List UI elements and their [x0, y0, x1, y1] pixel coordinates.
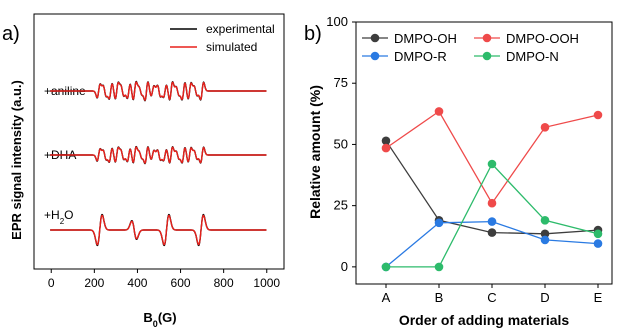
panel-a-x-tick-label: 0 — [48, 276, 55, 290]
panel-b-x-tick-label: C — [487, 290, 496, 305]
panel-a-y-axis-title: EPR signal intensity (a.u.) — [9, 80, 24, 240]
trace-label-h2o2-sub: 2 — [60, 217, 65, 226]
panel-a-x-tick-label: 600 — [171, 276, 191, 290]
legend-label-dmpo-r: DMPO-R — [394, 49, 447, 64]
data-point-dmpo-r — [540, 235, 550, 245]
data-point-dmpo-ooh — [540, 123, 550, 132]
trace-label-h2o2-main: +H — [44, 208, 60, 222]
panel-b-x-tick-label: B — [435, 290, 444, 305]
panel-b-y-tick-label: 25 — [334, 198, 348, 213]
series-line-dmpo-n — [386, 162, 599, 268]
spectrum-simulated-1 — [49, 81, 267, 101]
trace-label-h2o2: +H2O — [44, 208, 73, 226]
legend-marker-dmpo-ooh — [482, 33, 492, 43]
data-point-dmpo-n — [434, 262, 444, 272]
panel-a-x-axis-title: B0(G) — [143, 310, 176, 329]
data-point-dmpo-ooh — [593, 110, 603, 120]
data-point-dmpo-r — [487, 217, 497, 226]
panel-b-legend: DMPO-OH DMPO-OOH DMPO-R DMPO-N — [362, 31, 579, 64]
legend-marker-dmpo-r — [370, 51, 380, 61]
legend-label-dmpo-ooh: DMPO-OOH — [506, 31, 579, 46]
panel-a-x-tick-label: 1000 — [253, 276, 280, 290]
data-point-dmpo-n — [593, 229, 603, 239]
data-point-dmpo-oh — [540, 229, 550, 239]
data-point-dmpo-n — [381, 262, 391, 272]
legend-label-dmpo-oh: DMPO-OH — [394, 31, 457, 46]
panel-b-y-axis: 0 25 50 75 100 — [326, 14, 356, 274]
panel-b-x-tick-label: E — [594, 290, 603, 305]
panel-a-x-axis: 0 200 400 600 800 1000 — [48, 269, 280, 290]
data-point-dmpo-n — [487, 159, 497, 169]
data-point-dmpo-ooh — [487, 198, 497, 208]
panel-a-x-tick-label: 400 — [127, 276, 147, 290]
spectrum-simulated-3 — [49, 214, 267, 246]
panel-a-x-tick-label: 200 — [84, 276, 104, 290]
panel-b-x-tick-label: A — [382, 290, 391, 305]
panel-b-x-axis-title: Order of adding materials — [399, 312, 570, 328]
legend-marker-dmpo-n — [482, 51, 492, 61]
legend-label-dmpo-n: DMPO-N — [506, 49, 559, 64]
trace-label-h2o2-tail: O — [64, 208, 73, 222]
legend-label-simulated: simulated — [206, 40, 257, 54]
data-point-dmpo-oh — [381, 136, 391, 146]
panel-a: a) EPR signal intensity (a.u.) 0 200 400 60… — [2, 13, 285, 329]
panel-b-frame — [355, 21, 613, 285]
data-point-dmpo-oh — [487, 228, 497, 237]
panel-a-frame — [33, 13, 285, 270]
x-title-subscript: 0 — [153, 319, 158, 329]
panel-b-x-tick-label: D — [540, 290, 549, 305]
panel-b-label: b) — [304, 23, 322, 45]
panel-a-legend: experimental simulated — [170, 22, 275, 54]
data-point-dmpo-n — [540, 216, 550, 225]
panel-a-spectra — [49, 80, 267, 247]
panel-a-x-tick-label: 800 — [214, 276, 234, 290]
data-point-dmpo-ooh — [434, 107, 444, 116]
legend-label-experimental: experimental — [206, 22, 275, 36]
data-point-dmpo-ooh — [381, 143, 391, 153]
data-point-dmpo-r — [593, 239, 603, 248]
panel-b-y-tick-label: 75 — [334, 75, 348, 90]
panel-b-x-axis: A B C D E — [382, 284, 603, 305]
panel-b-y-tick-label: 0 — [341, 259, 348, 274]
panel-a-label: a) — [2, 23, 20, 45]
panel-b-y-tick-label: 50 — [334, 136, 348, 151]
panel-b-y-tick-label: 100 — [326, 14, 348, 29]
panel-b-series — [381, 107, 603, 272]
panel-b-y-axis-title: Relative amount (%) — [307, 85, 323, 219]
spectrum-simulated-2 — [49, 146, 267, 164]
data-point-dmpo-r — [434, 218, 444, 228]
legend-marker-dmpo-oh — [370, 33, 380, 43]
x-title-base: B — [143, 310, 152, 325]
x-title-tail: (G) — [158, 310, 177, 325]
